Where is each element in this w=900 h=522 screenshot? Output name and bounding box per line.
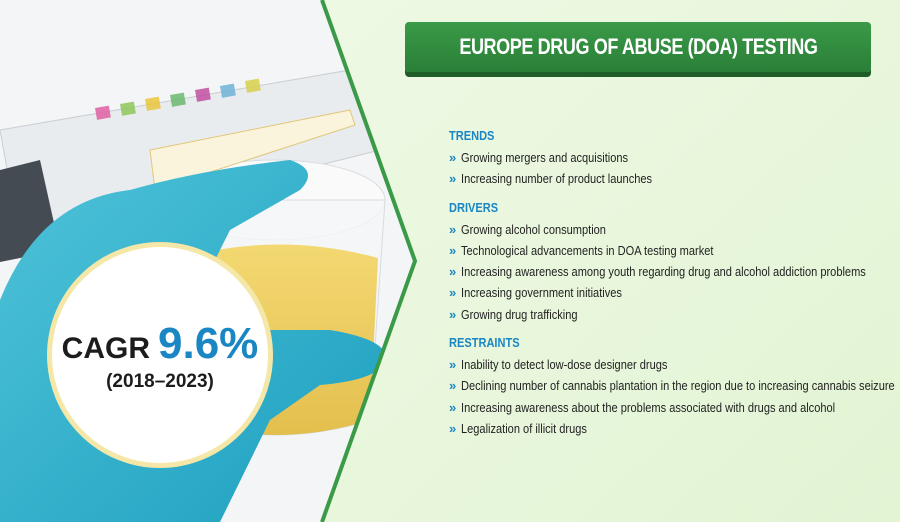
item-text: Increasing number of product launches: [461, 171, 653, 187]
cagr-badge: CAGR 9.6% (2018–2023): [52, 247, 268, 463]
item-text: Increasing government initiatives: [461, 285, 622, 301]
lists: TRENDS Growing mergers and acquisitions In…: [449, 128, 895, 449]
section: DRIVERS Growing alcohol consumption Techno…: [449, 200, 894, 325]
title-banner: EUROPE DRUG OF ABUSE (DOA) TESTING: [405, 22, 871, 72]
list-item: Technological advancements in DOA testin…: [449, 240, 894, 261]
list-item: Growing alcohol consumption: [449, 219, 894, 240]
item-list: Growing alcohol consumption Technological…: [449, 219, 894, 325]
item-text: Increasing awareness among youth regardi…: [461, 264, 866, 280]
item-text: Legalization of illicit drugs: [461, 420, 587, 436]
item-text: Declining number of cannabis plantation …: [461, 378, 895, 394]
item-list: Inability to detect low-dose designer dr…: [449, 354, 895, 439]
section: RESTRAINTS Inability to detect low-dose d…: [449, 335, 895, 439]
item-text: Growing mergers and acquisitions: [461, 150, 629, 165]
section: TRENDS Growing mergers and acquisitions In…: [449, 128, 894, 190]
test-strip: [149, 109, 356, 191]
cagr-row: CAGR 9.6%: [52, 319, 268, 369]
list-item: Increasing number of product launches: [449, 168, 894, 189]
section-heading: DRIVERS: [449, 199, 499, 215]
item-text: Technological advancements in DOA testin…: [461, 242, 714, 258]
cagr-label: CAGR: [61, 332, 151, 365]
list-item: Declining number of cannabis plantation …: [449, 375, 895, 396]
section-heading: RESTRAINTS: [449, 335, 520, 351]
list-item: Growing mergers and acquisitions: [449, 147, 894, 168]
item-list: Growing mergers and acquisitions Increasi…: [449, 147, 894, 190]
cagr-period: (2018–2023): [106, 371, 214, 392]
list-item: Growing drug trafficking: [449, 304, 894, 325]
title: EUROPE DRUG OF ABUSE (DOA) TESTING: [458, 34, 818, 59]
item-text: Inability to detect low-dose designer dr…: [461, 357, 668, 373]
list-item: Increasing government initiatives: [449, 282, 894, 303]
item-text: Increasing awareness about the problems …: [461, 399, 836, 415]
list-item: Inability to detect low-dose designer dr…: [449, 354, 894, 375]
item-text: Growing drug trafficking: [461, 306, 578, 322]
list-item: Legalization of illicit drugs: [449, 418, 894, 439]
item-text: Growing alcohol consumption: [461, 221, 606, 237]
chevron-border: [320, 0, 418, 522]
list-item: Increasing awareness among youth regardi…: [449, 261, 894, 282]
list-item: Increasing awareness about the problems …: [449, 397, 894, 418]
cagr-value: 9.6%: [158, 319, 259, 368]
section-heading: TRENDS: [449, 128, 495, 143]
